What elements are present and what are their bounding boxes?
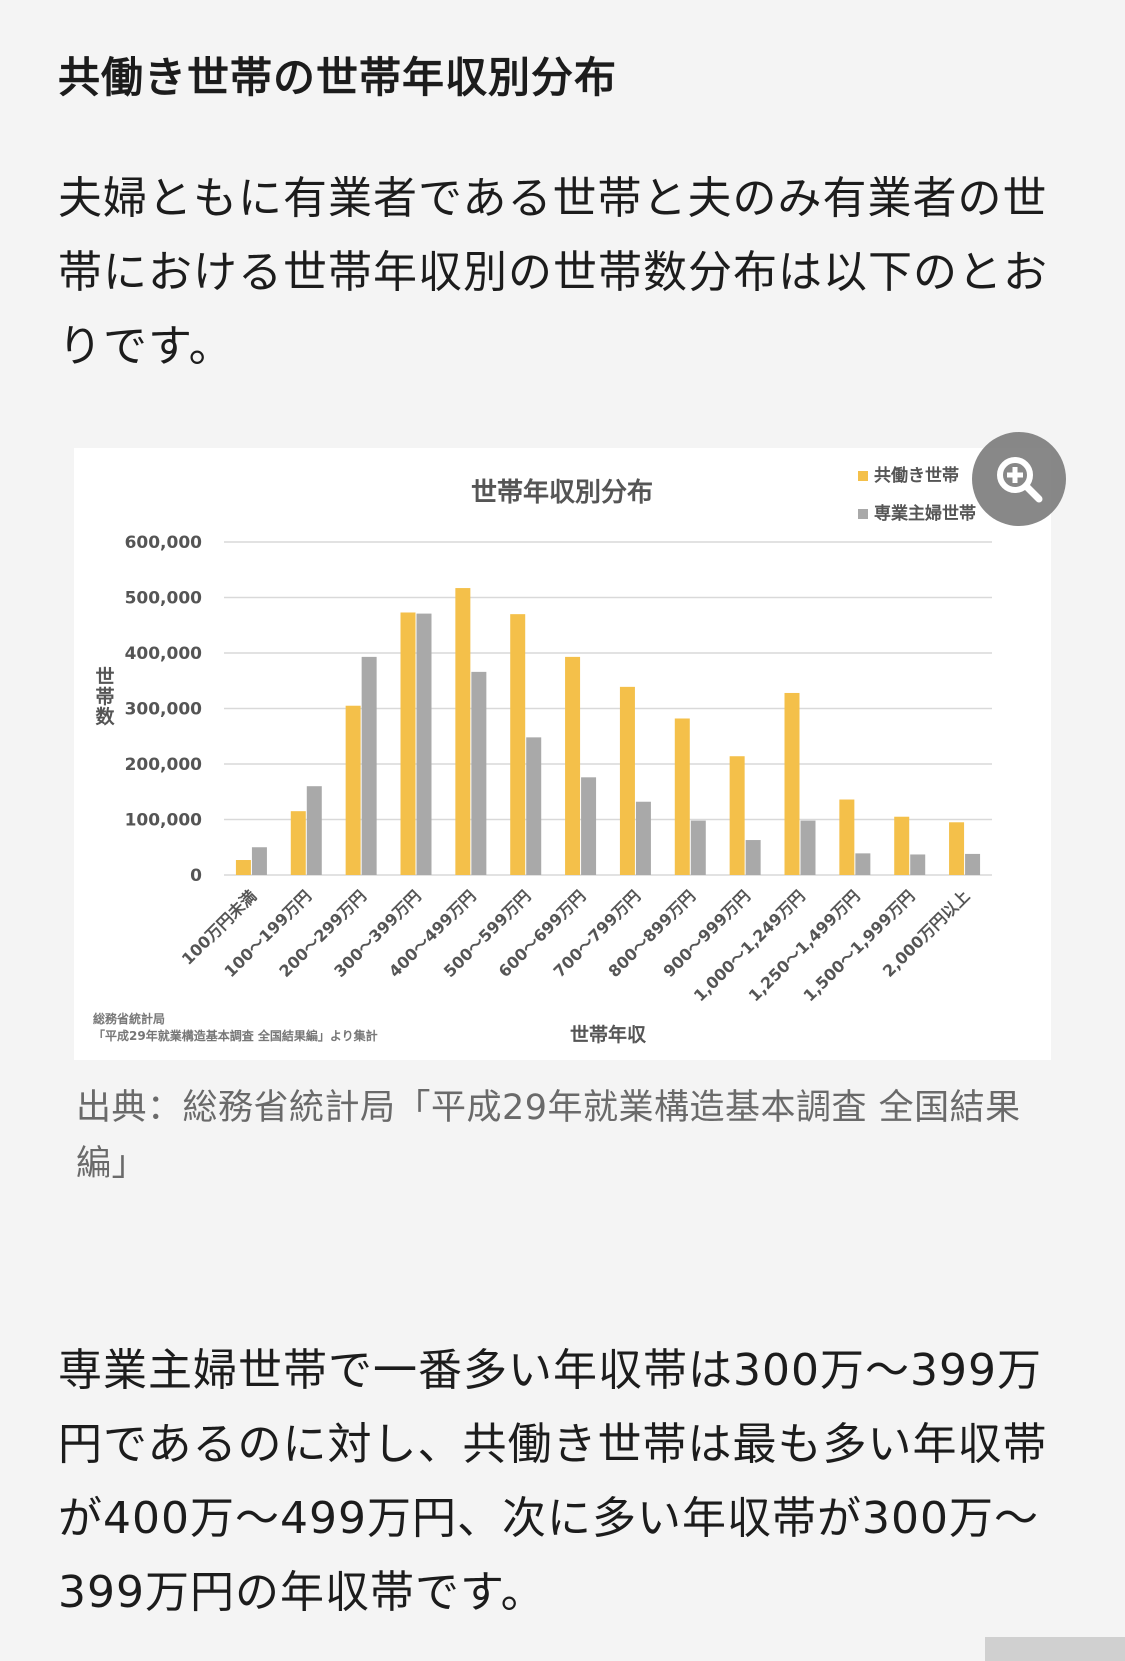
source-note: 総務省統計局 <box>93 1011 165 1026</box>
bar-dual-income <box>784 692 800 875</box>
legend-label: 専業主婦世帯 <box>874 503 976 524</box>
bar-dual-income <box>729 756 745 875</box>
y-axis-label: 世 <box>95 666 114 688</box>
bar-dual-income <box>290 811 306 875</box>
bar-dual-income <box>510 614 526 875</box>
section-heading: 共働き世帯の世帯年収別分布 <box>58 53 618 102</box>
source-note: 「平成29年就業構造基本調査 全国結果編」より集計 <box>93 1028 378 1043</box>
bar-single-income <box>635 801 651 875</box>
bar-single-income <box>965 853 981 875</box>
chart-title: 世帯年収別分布 <box>471 477 653 508</box>
bar-single-income <box>306 786 322 875</box>
y-axis-label: 帯 <box>95 685 114 708</box>
bar-single-income <box>526 737 542 875</box>
legend-swatch <box>858 509 868 519</box>
bar-dual-income <box>565 656 581 875</box>
bar-dual-income <box>894 816 910 875</box>
zoom-button[interactable] <box>972 432 1066 526</box>
bar-single-income <box>581 777 597 875</box>
bar-dual-income <box>839 799 855 875</box>
bar-single-income <box>745 840 761 875</box>
y-tick-label: 0 <box>190 866 202 886</box>
y-tick-label: 600,000 <box>125 533 203 553</box>
bar-single-income <box>361 656 377 875</box>
bar-dual-income <box>619 686 635 875</box>
legend-swatch <box>858 471 868 481</box>
zoom-in-icon <box>997 457 1043 503</box>
chart-figure[interactable]: 世帯年収別分布 0 100,000 200,000 300,000 400,000 500,… <box>74 448 1051 1060</box>
bar-single-income <box>855 853 871 875</box>
bar-single-income <box>416 613 432 875</box>
bar-dual-income <box>345 705 361 875</box>
bar-chart: 世帯年収別分布 0 100,000 200,000 300,000 400,000 500,… <box>93 465 992 1046</box>
page-corner-element <box>985 1637 1125 1661</box>
summary-paragraph: 専業主婦世帯で一番多い年収帯は300万～399万円であるのに対し、共働き世帯は最… <box>58 1345 1048 1618</box>
y-tick-label: 100,000 <box>125 811 203 831</box>
y-axis-label: 数 <box>95 705 115 728</box>
x-axis-label: 世帯年収 <box>570 1023 647 1046</box>
intro-paragraph: 夫婦ともに有業者である世帯と夫のみ有業者の世帯における世帯年収別の世帯数分布は以… <box>58 173 1048 372</box>
bar-single-income <box>910 854 926 875</box>
bar-single-income <box>251 847 267 875</box>
bar-dual-income <box>235 860 251 875</box>
bar-single-income <box>471 671 487 875</box>
y-tick-label: 400,000 <box>125 644 203 664</box>
legend-label: 共働き世帯 <box>874 465 959 486</box>
bar-dual-income <box>455 588 471 875</box>
bar-dual-income <box>674 718 690 875</box>
bar-dual-income <box>400 612 416 875</box>
y-tick-label: 200,000 <box>125 755 203 775</box>
bar-single-income <box>690 820 706 875</box>
y-tick-label: 500,000 <box>125 589 203 609</box>
figure-caption: 出典：総務省統計局「平成29年就業構造基本調査 全国結果編」 <box>76 1088 1021 1184</box>
bar-dual-income <box>949 822 965 875</box>
y-tick-label: 300,000 <box>125 700 203 720</box>
bar-single-income <box>800 820 816 875</box>
